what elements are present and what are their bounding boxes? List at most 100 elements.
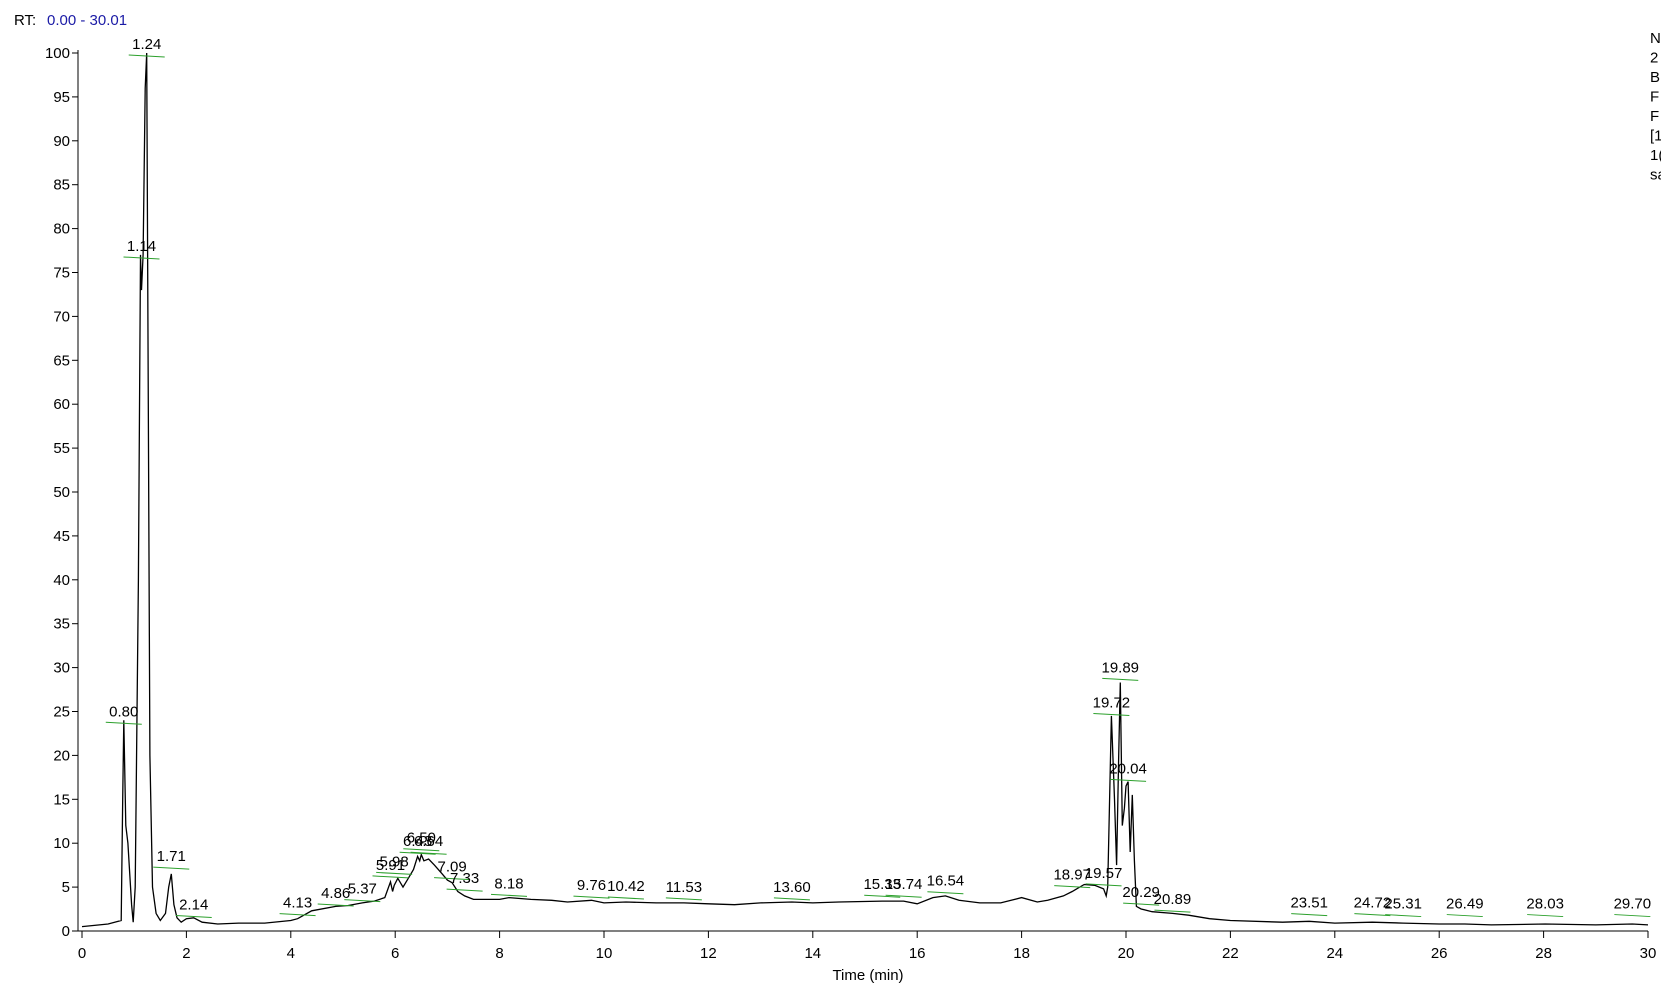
x-tick-label: 0 [78, 945, 86, 962]
peak-label: 0.80 [109, 703, 138, 720]
peak-baseline [372, 875, 409, 879]
peak-baseline [175, 914, 212, 918]
rt-label: RT: [14, 12, 36, 29]
peak-baseline [410, 851, 447, 855]
peak-label: 5.91 [376, 857, 405, 874]
y-tick-label: 35 [53, 616, 70, 633]
peak-label: 9.76 [577, 877, 606, 894]
peak-baseline [1110, 778, 1147, 782]
peak-label: 1.71 [157, 848, 186, 865]
y-tick-label: 15 [53, 791, 70, 808]
peak-label: 1.14 [127, 238, 156, 255]
peak-baseline [446, 888, 483, 892]
y-tick-label: 5 [62, 879, 70, 896]
x-tick-label: 18 [1013, 945, 1030, 962]
x-tick-label: 16 [909, 945, 926, 962]
y-tick-label: 20 [53, 747, 70, 764]
y-tick-label: 10 [53, 835, 70, 852]
x-tick-label: 24 [1326, 945, 1343, 962]
y-tick-label: 25 [53, 704, 70, 721]
x-tick-label: 8 [495, 945, 503, 962]
y-tick-label: 70 [53, 308, 70, 325]
peak-baseline [573, 895, 610, 899]
x-tick-label: 30 [1640, 945, 1657, 962]
y-tick-label: 45 [53, 528, 70, 545]
peak-label: 7.33 [450, 870, 479, 887]
peak-baseline [1123, 902, 1160, 906]
peak-baseline [490, 893, 528, 897]
peak-label: 25.31 [1384, 896, 1422, 913]
peak-baseline [1614, 914, 1651, 918]
y-tick-label: 80 [53, 221, 70, 238]
y-tick-label: 65 [53, 352, 70, 369]
peak-label: 20.29 [1122, 884, 1160, 901]
trace [81, 52, 1649, 928]
y-tick-label: 40 [53, 572, 70, 589]
peak-label: 16.54 [927, 873, 965, 890]
peak-baseline [607, 896, 644, 900]
peak-label: 29.70 [1614, 896, 1652, 913]
peak-label: 20.04 [1109, 760, 1147, 777]
rt-range: 0.00 - 30.01 [47, 12, 127, 29]
peak-label: 15.33 [863, 876, 901, 893]
peak-label: 24.72 [1354, 895, 1392, 912]
peak-label: 6.50 [407, 830, 436, 847]
peak-baseline [864, 894, 901, 898]
peak-label: 4.13 [283, 895, 312, 912]
peak-baseline [123, 256, 160, 260]
peak-label: 18.97 [1053, 867, 1091, 884]
x-tick-label: 14 [804, 945, 821, 962]
y-tick-label: 75 [53, 265, 70, 282]
side-text: B [1650, 69, 1660, 86]
peak-label: 6.64 [414, 833, 443, 850]
peak-label: 11.53 [666, 879, 702, 896]
peak-label: 19.72 [1093, 695, 1131, 712]
peak-label: 1.24 [132, 36, 161, 53]
y-tick-label: 30 [53, 660, 70, 677]
peak-baseline [153, 866, 190, 870]
x-tick-label: 4 [287, 945, 295, 962]
peak-label: 2.14 [179, 896, 208, 913]
y-tick-label: 50 [53, 484, 70, 501]
peak-label: 28.03 [1526, 896, 1564, 913]
peak-baseline [1354, 913, 1391, 917]
side-text: F [1650, 108, 1659, 125]
peak-label: 19.89 [1101, 659, 1139, 676]
peak-baseline [1291, 913, 1328, 917]
peak-label: 6.43 [403, 833, 432, 850]
peak-baseline [1154, 909, 1191, 913]
y-tick-label: 90 [53, 133, 70, 150]
peak-label: 19.57 [1085, 865, 1123, 882]
x-tick-label: 10 [596, 945, 613, 962]
x-axis-title: Time (min) [832, 967, 903, 984]
x-tick-label: 12 [700, 945, 717, 962]
y-tick-label: 55 [53, 440, 70, 457]
y-tick-label: 95 [53, 89, 70, 106]
side-text: F [1650, 89, 1659, 106]
x-tick-label: 22 [1222, 945, 1239, 962]
x-tick-label: 6 [391, 945, 399, 962]
x-tick-label: 2 [182, 945, 190, 962]
y-tick-label: 0 [62, 923, 70, 940]
peak-baseline [434, 877, 471, 881]
peak-baseline [1385, 914, 1422, 918]
peak-baseline [885, 894, 922, 898]
peak-baseline [317, 903, 354, 907]
side-text: 1( [1650, 147, 1661, 164]
peak-baseline [665, 897, 702, 901]
peak-label: 5.37 [348, 881, 377, 898]
peak-label: 15.74 [885, 876, 923, 893]
peak-baseline [403, 848, 440, 852]
peak-baseline [1446, 914, 1483, 918]
peak-baseline [1054, 885, 1091, 889]
peak-label: 20.89 [1154, 891, 1192, 908]
peak-label: 5.98 [380, 853, 409, 870]
side-text: 2 [1650, 50, 1658, 67]
peak-label: 8.18 [494, 875, 523, 892]
peak-label: 13.60 [773, 879, 811, 896]
peak-baseline [1102, 677, 1139, 681]
peak-label: 4.86 [321, 885, 350, 902]
peak-baseline [773, 897, 810, 901]
